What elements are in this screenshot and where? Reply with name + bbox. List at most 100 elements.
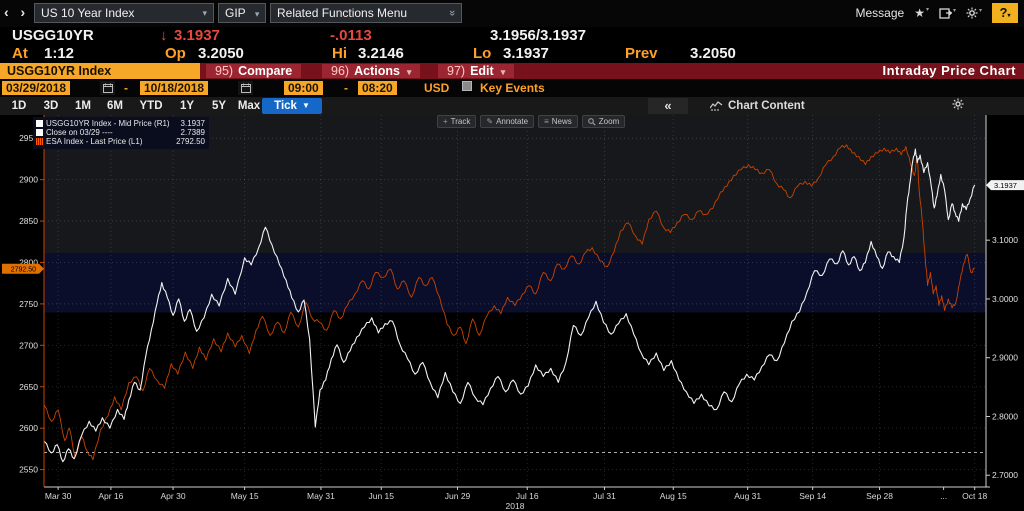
period-tab-6m[interactable]: 6M [107, 100, 123, 112]
low-label: Lo [473, 45, 492, 62]
right-axis-label: 2.8000 [992, 411, 1018, 421]
x-axis-label: Aug 15 [660, 491, 687, 501]
legend-row-esa[interactable]: ESA Index - Last Price (L1) 2792.50 [36, 137, 205, 146]
x-axis-label: Oct 18 [962, 491, 987, 501]
left-axis-label: 2750 [19, 299, 38, 309]
at-label: At [12, 45, 28, 62]
end-time-field[interactable]: 08:20 [358, 81, 397, 95]
chart-toolbar: 1D 3D 1M 6M YTD 1Y 5Y Max Tick ▼ « Chart … [0, 97, 1024, 115]
pencil-icon: ✎ [486, 117, 494, 126]
left-axis-label: 2600 [19, 423, 38, 433]
right-axis-label: 3.1000 [992, 235, 1018, 245]
down-arrow-icon: ↓ [160, 27, 168, 44]
left-axis-label: 2650 [19, 382, 38, 392]
left-axis-label: 2850 [19, 216, 38, 226]
history-nav-arrows[interactable]: ‹ › [4, 4, 30, 20]
x-axis-label: Jun 15 [368, 491, 394, 501]
legend-label: Close on 03/29 ---- [46, 128, 113, 137]
line-chart-icon [710, 101, 723, 111]
left-axis-label: 2800 [19, 257, 38, 267]
start-date-field[interactable]: 03/29/2018 [2, 81, 71, 95]
date-separator: - [124, 81, 128, 95]
price-chart-svg[interactable]: 2550 2600 2650 2700 2750 2800 2850 2900 2950 2.70… [0, 115, 1024, 511]
key-events-label[interactable]: Key Events [480, 81, 545, 95]
track-button[interactable]: + Track [437, 115, 477, 128]
favorites-star-icon[interactable]: ★ ▾ [914, 6, 929, 20]
last-price-badge-right-value: 3.1937 [994, 181, 1017, 190]
menu-item-label: Actions [354, 64, 400, 78]
x-axis-label: ... [940, 491, 947, 501]
calendar-icon[interactable] [100, 81, 115, 95]
edit-menu-item[interactable]: 97) Edit ▾ [438, 64, 515, 78]
period-tab-ytd[interactable]: YTD [139, 100, 163, 112]
compare-menu-item[interactable]: 95) Compare [206, 64, 302, 78]
end-date-field[interactable]: 10/18/2018 [140, 81, 209, 95]
security-dropdown[interactable]: US 10 Year Index ▾ [34, 3, 214, 23]
collapse-panel-button[interactable]: « [648, 98, 688, 114]
page-title: Intraday Price Chart [882, 63, 1016, 78]
function-dropdown[interactable]: GIP ▾ [218, 3, 266, 23]
pill-label: News [551, 117, 572, 126]
chart-area[interactable]: 2550 2600 2650 2700 2750 2800 2850 2900 2950 2.70… [0, 115, 1024, 511]
calendar-icon[interactable] [238, 81, 253, 95]
message-button[interactable]: Message [855, 6, 905, 20]
menu-item-label: Compare [238, 64, 293, 78]
chart-settings-gear-icon[interactable] [952, 98, 964, 113]
chevron-down-icon: ▾ [500, 67, 506, 77]
pill-label: Zoom [598, 117, 620, 126]
period-tab-3d[interactable]: 3D [43, 100, 59, 112]
legend-value: 2.7389 [180, 128, 205, 137]
legend-row-close[interactable]: Close on 03/29 ---- 2.7389 [36, 128, 205, 137]
legend-swatch [36, 129, 43, 136]
security-tab[interactable]: USGG10YR Index [0, 63, 200, 79]
related-functions-menu[interactable]: Related Functions Menu » [270, 3, 462, 23]
x-axis-label: Sep 14 [799, 491, 826, 501]
legend-value: 2792.50 [176, 137, 205, 146]
window-titlebar: ‹ › US 10 Year Index ▾ GIP ▾ Related Fun… [0, 0, 1024, 27]
period-tab-1y[interactable]: 1Y [179, 100, 195, 112]
chart-content-button[interactable]: Chart Content [710, 98, 805, 114]
quote-row-primary: USGG10YR ↓ 3.1937 -.0113 3.1956/3.1937 [0, 27, 1024, 45]
quote-row-secondary: At 1:12 Op 3.2050 Hi 3.2146 Lo 3.1937 Pr… [0, 45, 1024, 63]
interval-value: Tick [274, 100, 297, 112]
settings-gear-icon[interactable]: ▾ [966, 7, 982, 19]
price-change: -.0113 [330, 27, 372, 44]
related-functions-label: Related Functions Menu [277, 6, 408, 20]
menu-item-label: Edit [470, 64, 494, 78]
period-tab-1d[interactable]: 1D [11, 100, 27, 112]
left-axis-label: 2950 [19, 133, 38, 143]
chevron-down-icon: ▾ [254, 9, 260, 19]
list-icon: ≡ [544, 117, 549, 126]
high-label: Hi [332, 45, 347, 62]
period-tab-1m[interactable]: 1M [75, 100, 91, 112]
period-tab-max[interactable]: Max [237, 100, 261, 112]
ticker-symbol: USGG10YR [12, 27, 94, 44]
x-axis-label: Aug 31 [734, 491, 761, 501]
x-axis-year-label: 2018 [506, 501, 525, 511]
chevron-down-icon: ▾ [202, 8, 207, 18]
legend-swatch [36, 138, 43, 145]
start-time-field[interactable]: 09:00 [284, 81, 323, 95]
actions-menu-item[interactable]: 96) Actions ▾ [322, 64, 421, 78]
at-value: 1:12 [44, 45, 75, 62]
plus-icon: + [443, 117, 448, 126]
esa-price-line [43, 144, 975, 461]
news-button[interactable]: ≡ News [538, 115, 578, 128]
chart-legend[interactable]: USGG10YR Index - Mid Price (R1) 3.1937 C… [33, 117, 209, 149]
annotate-button[interactable]: ✎ Annotate [480, 115, 535, 128]
help-button[interactable]: ?▾ [992, 3, 1018, 23]
double-chevron-icon: » [445, 9, 458, 17]
interval-dropdown[interactable]: Tick ▼ [262, 98, 322, 114]
period-tab-5y[interactable]: 5Y [211, 100, 227, 112]
legend-row-usgg10yr[interactable]: USGG10YR Index - Mid Price (R1) 3.1937 [36, 119, 205, 128]
export-window-icon[interactable]: ▾ [939, 7, 956, 19]
last-price-badge-left-value: 2792.50 [11, 267, 36, 274]
last-price-badge-right [986, 180, 1024, 191]
key-events-checkbox[interactable] [462, 81, 472, 91]
zoom-button[interactable]: Zoom [581, 115, 626, 128]
currency-label[interactable]: USD [424, 81, 450, 95]
x-axis-label: Jun 29 [445, 491, 471, 501]
left-axis-label: 2700 [19, 340, 38, 350]
x-axis-label: Sep 28 [866, 491, 893, 501]
